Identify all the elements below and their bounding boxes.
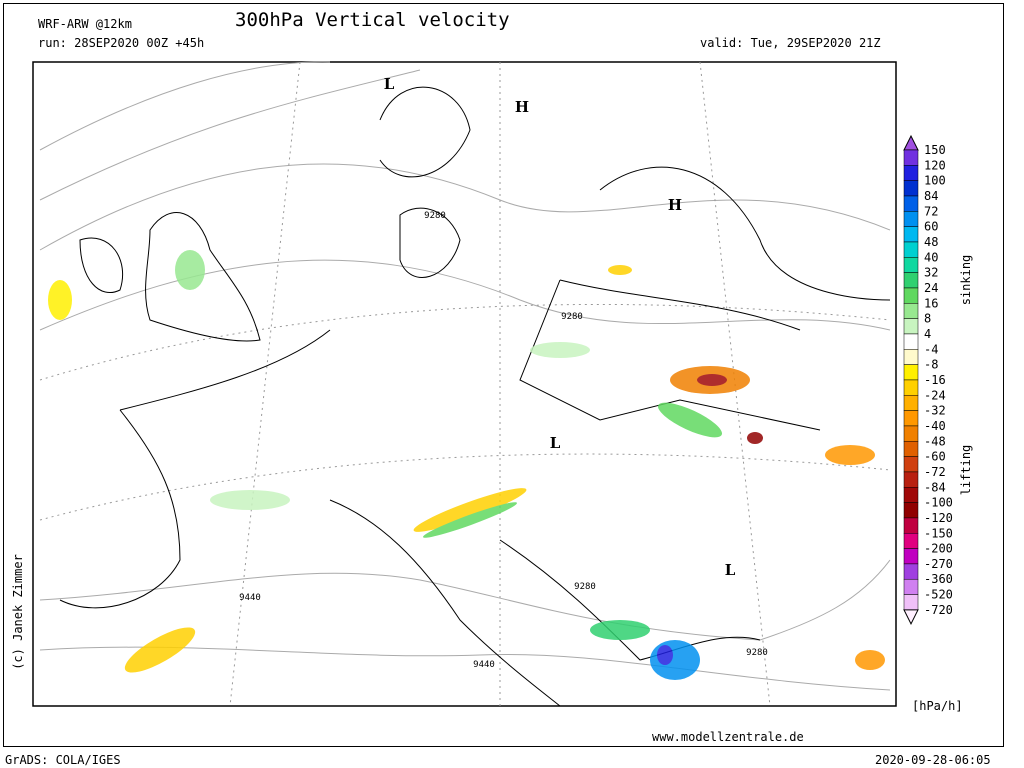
colorbar-label: 60 bbox=[924, 220, 938, 234]
colorbar-lower-label: lifting bbox=[959, 445, 973, 496]
colorbar-swatch bbox=[903, 333, 919, 350]
graticule bbox=[39, 61, 891, 707]
colorbar-swatch bbox=[903, 195, 919, 212]
colorbar-swatch bbox=[903, 257, 919, 273]
colorbar-label: -4 bbox=[924, 342, 938, 356]
colorbar-label: 84 bbox=[924, 189, 938, 203]
colorbar-label: 150 bbox=[924, 143, 946, 157]
contour-label: 9440 bbox=[473, 660, 495, 670]
colorbar-swatch bbox=[903, 287, 919, 304]
coastlines bbox=[59, 86, 891, 707]
contour-label: 9280 bbox=[574, 582, 596, 592]
colorbar-unit: [hPa/h] bbox=[912, 699, 963, 713]
colorbar-label: -520 bbox=[924, 588, 953, 602]
colorbar-label: -720 bbox=[924, 603, 953, 617]
map: L H H L L 9280 9280 9280 9280 9440 9440 bbox=[32, 61, 897, 707]
pressure-center: L bbox=[725, 561, 736, 579]
colorbar-swatch bbox=[903, 180, 919, 197]
colorbar-label: -48 bbox=[924, 434, 946, 448]
colorbar-label: 100 bbox=[924, 174, 946, 188]
colorbar-swatch bbox=[903, 548, 919, 565]
colorbar-label: 32 bbox=[924, 266, 938, 280]
colorbar-label: -200 bbox=[924, 542, 953, 556]
colorbar-label: -150 bbox=[924, 526, 953, 540]
isobars bbox=[39, 61, 891, 691]
run-label: run: 28SEP2020 00Z +45h bbox=[38, 36, 204, 50]
colorbar-swatch bbox=[903, 349, 919, 365]
colorbar-label: 72 bbox=[924, 204, 938, 218]
colorbar-cap bbox=[903, 609, 919, 626]
colorbar-swatch bbox=[903, 318, 919, 335]
pressure-center: H bbox=[515, 98, 529, 116]
model-label: WRF-ARW @12km bbox=[38, 17, 132, 31]
colorbar-label: -72 bbox=[924, 465, 946, 479]
colorbar-label: -32 bbox=[924, 404, 946, 418]
contour-label: 9280 bbox=[561, 312, 583, 322]
valid-label: valid: Tue, 29SEP2020 21Z bbox=[700, 36, 881, 50]
contour-label: 9280 bbox=[424, 211, 446, 221]
colorbar-label: -270 bbox=[924, 557, 953, 571]
colorbar-swatch bbox=[903, 395, 919, 411]
colorbar-label: -100 bbox=[924, 496, 953, 510]
colorbar-label: -8 bbox=[924, 358, 938, 372]
colorbar-swatch bbox=[903, 487, 919, 503]
colorbar-swatch bbox=[903, 425, 919, 442]
colorbar-swatch bbox=[903, 149, 919, 166]
colorbar-label: -24 bbox=[924, 388, 946, 402]
colorbar-swatch bbox=[903, 272, 919, 289]
colorbar-label: 4 bbox=[924, 327, 931, 341]
colorbar-swatch bbox=[903, 502, 919, 519]
colorbar-swatch bbox=[903, 456, 919, 473]
contour-label: 9280 bbox=[746, 648, 768, 658]
colorbar-label: -40 bbox=[924, 419, 946, 433]
colorbar-label: -84 bbox=[924, 480, 946, 494]
software: GrADS: COLA/IGES bbox=[5, 753, 121, 767]
colorbar-label: 40 bbox=[924, 250, 938, 264]
colorbar-label: 48 bbox=[924, 235, 938, 249]
pressure-center: H bbox=[668, 196, 682, 214]
colorbar-swatch bbox=[903, 563, 919, 580]
colorbar-swatch bbox=[903, 594, 919, 611]
colorbar-label: 8 bbox=[924, 312, 931, 326]
colorbar-label: 120 bbox=[924, 158, 946, 172]
colorbar-swatch bbox=[903, 364, 919, 381]
colorbar-swatch bbox=[903, 165, 919, 181]
website: www.modellzentrale.de bbox=[652, 730, 804, 744]
pressure-center: L bbox=[384, 75, 395, 93]
colorbar-label: -16 bbox=[924, 373, 946, 387]
map-labels: L H H L L 9280 9280 9280 9280 9440 9440 bbox=[239, 75, 768, 670]
contour-label: 9440 bbox=[239, 593, 261, 603]
colorbar-swatch bbox=[903, 241, 919, 258]
colorbar-swatch bbox=[903, 533, 919, 549]
title: 300hPa Vertical velocity bbox=[235, 9, 510, 31]
timestamp: 2020-09-28-06:05 bbox=[875, 753, 991, 767]
map-area bbox=[32, 61, 897, 707]
colorbar-swatch bbox=[903, 441, 919, 457]
colorbar-upper-label: sinking bbox=[959, 255, 973, 306]
colorbar-label: 16 bbox=[924, 296, 938, 310]
pressure-center: L bbox=[550, 434, 561, 452]
colorbar-swatch bbox=[903, 517, 919, 534]
colorbar-label: 24 bbox=[924, 281, 938, 295]
colorbar-swatch bbox=[903, 471, 919, 488]
colorbar-swatch bbox=[903, 211, 919, 227]
colorbar-swatch bbox=[903, 226, 919, 243]
velocity-shading bbox=[48, 250, 885, 680]
colorbar-swatch bbox=[903, 379, 919, 396]
colorbar: 150120100847260484032241684-4-8-16-24-32… bbox=[903, 134, 953, 626]
colorbar-swatch bbox=[903, 303, 919, 319]
credit: (c) Janek Zimmer bbox=[11, 554, 25, 670]
colorbar-label: -360 bbox=[924, 572, 953, 586]
colorbar-label: -120 bbox=[924, 511, 953, 525]
colorbar-swatch bbox=[903, 578, 919, 595]
colorbar-label: -60 bbox=[924, 450, 946, 464]
colorbar-swatch bbox=[903, 410, 919, 427]
